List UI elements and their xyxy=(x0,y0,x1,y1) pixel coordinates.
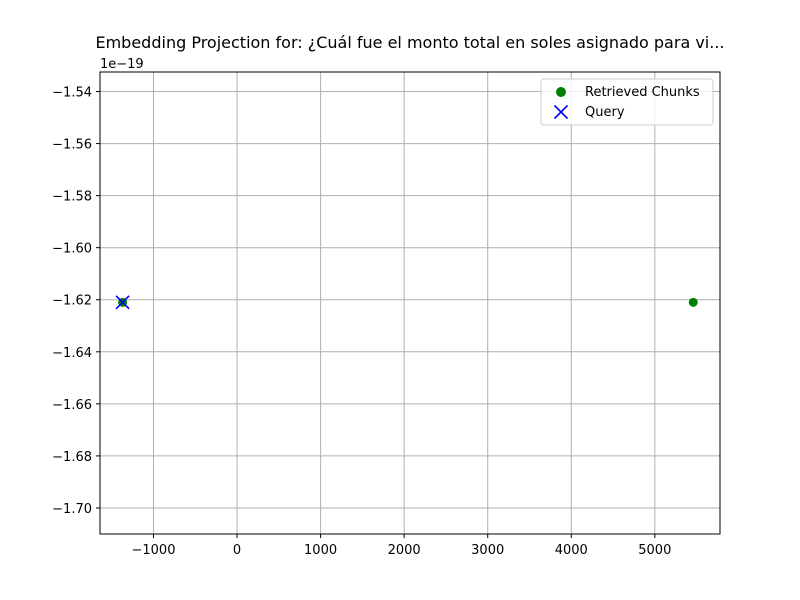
x-tick-label: 5000 xyxy=(638,543,671,558)
chart-title: Embedding Projection for: ¿Cuál fue el m… xyxy=(95,33,724,52)
x-tick-label: −1000 xyxy=(131,543,175,558)
plot-area-frame xyxy=(99,71,721,535)
x-tick-label: 2000 xyxy=(388,543,421,558)
query-point xyxy=(115,295,130,310)
legend-label-query: Query xyxy=(585,105,625,120)
grid xyxy=(100,72,720,534)
y-tick-label: −1.70 xyxy=(52,502,92,517)
x-tick-label: 3000 xyxy=(471,543,504,558)
x-tick-label: 4000 xyxy=(555,543,588,558)
y-tick-label: −1.56 xyxy=(52,138,92,153)
data-points xyxy=(115,295,698,310)
y-tick-label: −1.58 xyxy=(52,190,92,205)
y-axis: −1.54 −1.56 −1.58 −1.60 −1.62 −1.64 −1.66 −1.68… xyxy=(52,86,100,517)
y-tick-label: −1.66 xyxy=(52,398,92,413)
legend-x-glyph xyxy=(553,104,569,120)
legend-box xyxy=(540,78,714,126)
y-tick-label: −1.54 xyxy=(52,86,92,101)
y-tick-label: −1.68 xyxy=(52,450,92,465)
x-axis: −1000 0 1000 2000 3000 4000 5000 xyxy=(131,534,671,558)
legend-marker-query xyxy=(553,104,569,120)
legend-marker-retrieved-chunks xyxy=(556,87,566,97)
x-tick-label: 0 xyxy=(233,543,241,558)
y-tick-label: −1.62 xyxy=(52,294,92,309)
legend-label-retrieved-chunks: Retrieved Chunks xyxy=(585,85,700,100)
retrieved-chunk-point xyxy=(688,297,698,307)
y-tick-label: −1.60 xyxy=(52,242,92,257)
y-tick-label: −1.64 xyxy=(52,346,92,361)
legend: Retrieved Chunks Query xyxy=(540,78,714,126)
y-axis-offset-label: 1e−19 xyxy=(100,57,144,72)
x-tick-label: 1000 xyxy=(304,543,337,558)
